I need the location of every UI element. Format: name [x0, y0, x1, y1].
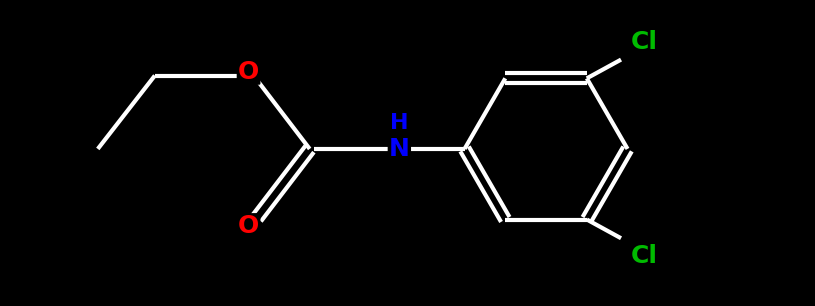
Text: O: O	[238, 214, 259, 238]
Text: Cl: Cl	[630, 30, 658, 54]
Text: Cl: Cl	[630, 244, 658, 268]
Text: H: H	[390, 113, 408, 133]
Text: N: N	[389, 137, 410, 161]
Text: O: O	[238, 59, 259, 84]
